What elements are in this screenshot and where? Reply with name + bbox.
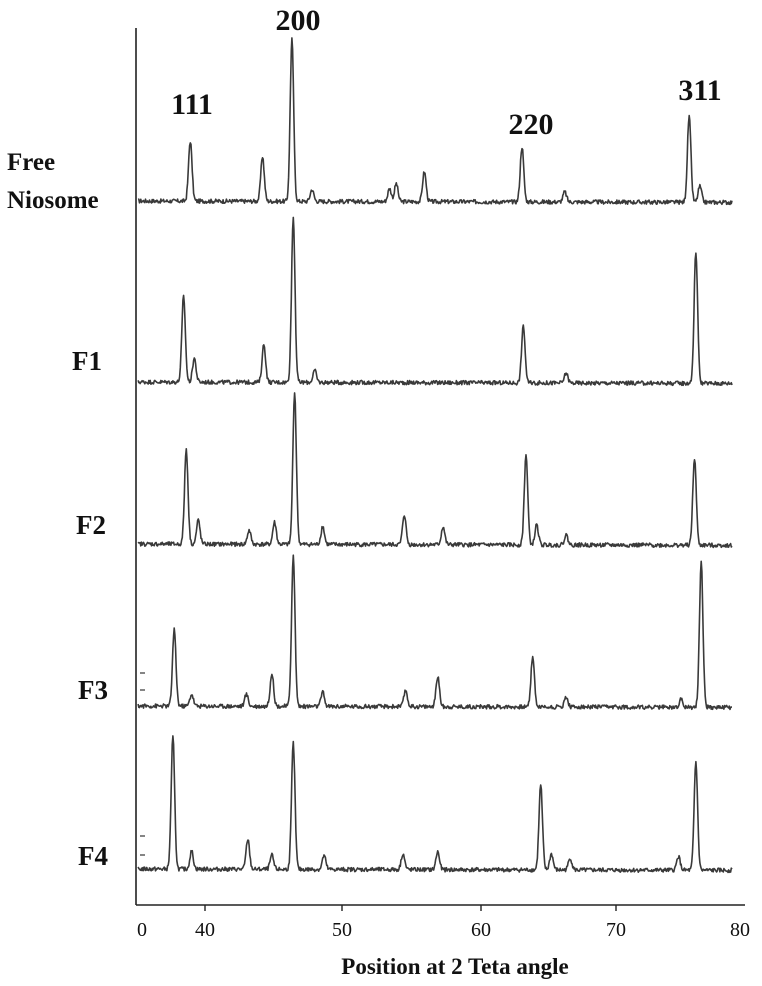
peak-label-311: 311 [678,74,721,107]
peak-label-220: 220 [509,108,554,141]
x-tick-marks [204,905,617,911]
sample-label-f4: F4 [78,841,108,871]
sample-label-free-niosome-line1: Free [7,149,55,176]
sample-label-free-niosome-line2: Niosome [7,187,99,214]
sample-label-f2: F2 [76,510,106,540]
x-axis-title: Position at 2 Teta angle [341,954,568,979]
trace-f3 [137,554,733,711]
peak-label-200: 200 [276,4,321,37]
x-tick-label-80: 80 [730,919,750,941]
sample-label-f1: F1 [72,346,102,376]
trace-free-niosome [137,37,733,206]
x-tick-label-50: 50 [332,919,352,941]
minor-marks [140,672,145,856]
trace-f4 [137,735,733,874]
x-tick-label-0: 0 [137,919,147,941]
x-tick-label-70: 70 [606,919,626,941]
trace-f1 [137,216,733,387]
peak-label-111: 111 [171,88,213,121]
trace-f2 [137,392,733,549]
x-tick-label-60: 60 [471,919,491,941]
x-tick-labels: 0 40 50 60 70 80 [137,919,750,941]
traces [137,37,733,874]
x-tick-label-40: 40 [195,919,215,941]
sample-label-f3: F3 [78,675,108,705]
